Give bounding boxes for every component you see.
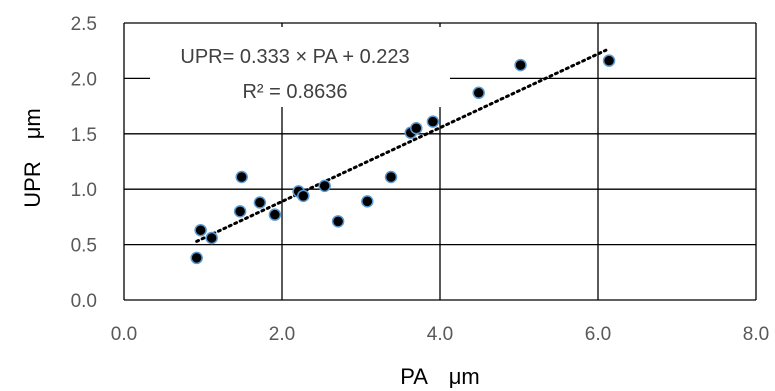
data-point (233, 205, 247, 218)
data-point (318, 179, 331, 193)
x-tick-label: 8.0 (743, 324, 769, 345)
data-point (602, 54, 616, 67)
y-axis-title: UPR μm (20, 108, 45, 207)
trendline (195, 48, 608, 243)
data-point (253, 196, 267, 209)
data-point (190, 251, 203, 265)
trendline-group (195, 48, 608, 243)
data-point (410, 122, 423, 135)
y-tick-label: 2.5 (71, 14, 97, 35)
r-squared-label: R² = 0.8636 (242, 81, 347, 103)
data-point (268, 208, 282, 221)
data-point (384, 170, 398, 184)
x-tick-label: 0.0 (111, 324, 137, 345)
data-point (297, 189, 310, 203)
y-tick-label: 1.5 (71, 125, 97, 146)
y-tick-label: 0.0 (71, 291, 97, 312)
data-point (235, 170, 248, 184)
data-point (194, 223, 207, 237)
data-point (361, 195, 374, 208)
x-tick-label: 2.0 (269, 324, 295, 345)
y-tick-label: 2.0 (71, 69, 97, 90)
data-point (514, 58, 527, 72)
data-point (472, 86, 485, 100)
y-tick-label: 1.0 (71, 180, 97, 201)
x-tick-label: 6.0 (585, 324, 611, 345)
y-tick-labels: 0.0 0.5 1.0 1.5 2.0 2.5 (71, 14, 97, 312)
data-points (190, 54, 616, 265)
data-point (205, 231, 218, 245)
x-axis-title: PA μm (400, 364, 480, 389)
data-point (331, 215, 345, 228)
x-tick-label: 4.0 (427, 324, 453, 345)
y-tick-label: 0.5 (71, 236, 97, 257)
x-tick-labels: 0.0 2.0 4.0 6.0 8.0 (111, 324, 769, 345)
trendline-equation: UPR= 0.333 × PA + 0.223 (180, 46, 409, 68)
equation-box (150, 27, 450, 107)
data-point (426, 115, 440, 128)
